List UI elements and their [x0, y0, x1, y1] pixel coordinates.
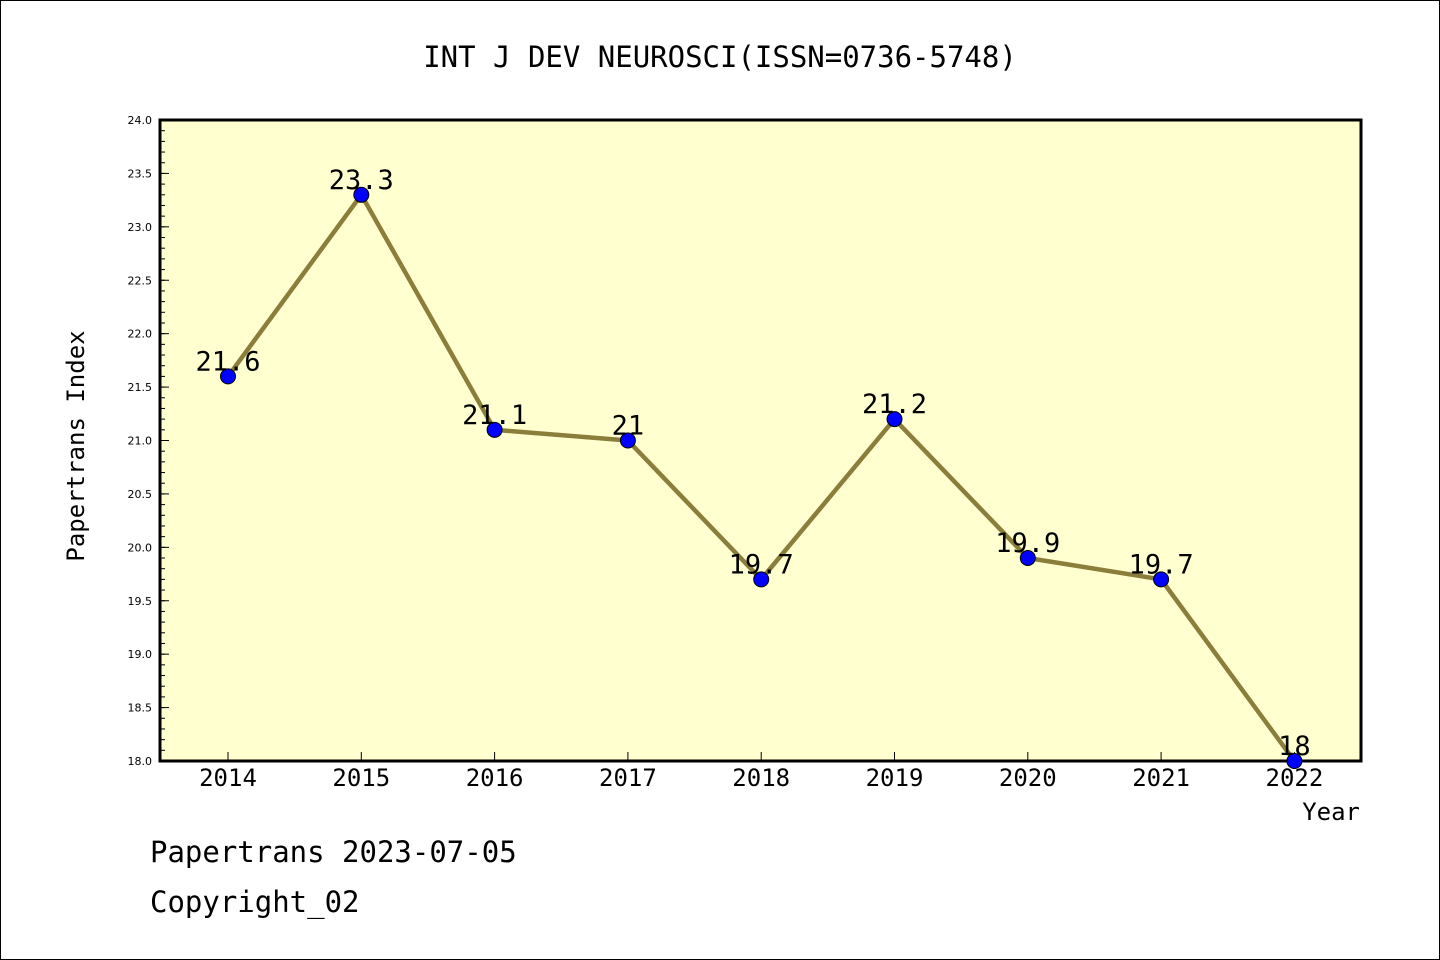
- data-label: 23.3: [329, 165, 394, 196]
- footer-date: Papertrans 2023-07-05: [150, 835, 517, 869]
- data-point: [353, 186, 370, 203]
- y-axis-ticks: 18.0 18.5 19.0 19.5 20.0 20.5 21.0 21.5 22.0 22.5…: [128, 114, 169, 768]
- data-label: 19.7: [729, 549, 794, 580]
- x-tick-label: 2015: [332, 764, 390, 792]
- data-point: [1153, 571, 1170, 588]
- y-tick-label: 22.5: [128, 274, 153, 287]
- data-label: 21.1: [462, 400, 527, 431]
- y-tick-label: 21.5: [128, 381, 153, 394]
- y-tick-label: 20.5: [128, 488, 153, 501]
- data-point: [486, 421, 503, 438]
- x-tick-label: 2017: [599, 764, 657, 792]
- chart-title: INT J DEV NEUROSCI(ISSN=0736-5748): [423, 40, 1017, 74]
- x-axis-label: Year: [1302, 798, 1360, 826]
- y-tick-label: 24.0: [128, 114, 153, 127]
- y-tick-label: 23.0: [128, 221, 153, 234]
- data-label: 19.7: [1129, 549, 1194, 580]
- data-label: 18: [1278, 731, 1311, 762]
- data-label: 21.6: [195, 346, 260, 377]
- data-point: [753, 571, 770, 588]
- x-tick-label: 2020: [999, 764, 1057, 792]
- y-tick-label: 18.0: [128, 755, 153, 768]
- data-label: 19.9: [995, 528, 1060, 559]
- y-tick-label: 22.0: [128, 328, 153, 341]
- data-label: 21.2: [862, 389, 927, 420]
- x-tick-label: 2021: [1132, 764, 1190, 792]
- data-point: [220, 368, 236, 385]
- y-tick-label: 19.0: [128, 648, 153, 661]
- y-tick-label: 19.5: [128, 595, 153, 608]
- footer-copyright: Copyright_02: [150, 885, 360, 919]
- y-axis-label: Papertrans Index: [62, 330, 90, 561]
- data-label: 21: [612, 411, 645, 442]
- x-tick-label: 2016: [466, 764, 524, 792]
- y-tick-label: 23.5: [128, 167, 153, 180]
- data-point: [1019, 550, 1036, 567]
- x-tick-label: 2018: [732, 764, 790, 792]
- y-tick-label: 21.0: [128, 435, 153, 448]
- data-point: [886, 411, 903, 428]
- x-tick-label: 2019: [866, 764, 924, 792]
- data-point: [619, 432, 636, 449]
- data-point: [1286, 753, 1303, 769]
- y-tick-label: 18.5: [128, 702, 153, 715]
- plot-area: [158, 118, 1363, 763]
- y-tick-label: 20.0: [128, 541, 153, 554]
- x-axis-ticks: 2014 2015 2016 2017 2018 2019 2020 2021 2022: [199, 752, 1323, 792]
- series-group: 21.6 23.3 21.1 21 19.7 21.2 19.9 19.7 18: [195, 165, 1311, 769]
- x-tick-label: 2014: [199, 764, 257, 792]
